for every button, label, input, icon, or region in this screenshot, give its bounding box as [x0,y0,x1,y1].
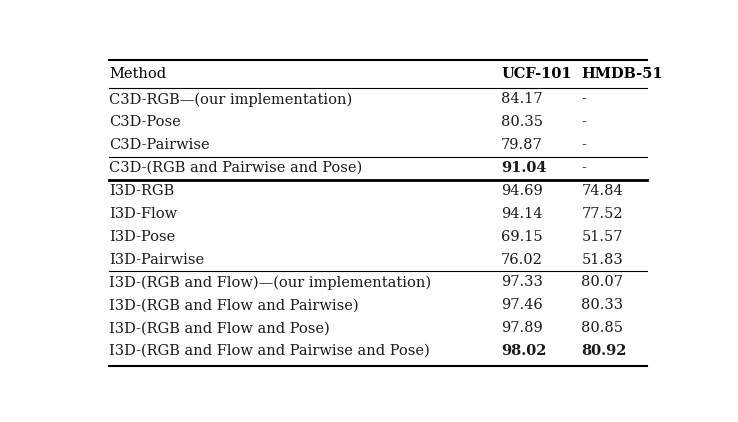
Text: 94.69: 94.69 [501,184,543,198]
Text: I3D-Pairwise: I3D-Pairwise [109,253,204,267]
Text: 80.92: 80.92 [582,344,627,358]
Text: 80.33: 80.33 [582,298,624,312]
Text: 51.83: 51.83 [582,253,623,267]
Text: 84.17: 84.17 [501,92,543,106]
Text: C3D-Pose: C3D-Pose [109,115,181,129]
Text: -: - [582,138,586,152]
Text: -: - [582,115,586,129]
Text: I3D-(RGB and Flow and Pairwise and Pose): I3D-(RGB and Flow and Pairwise and Pose) [109,344,430,358]
Text: I3D-(RGB and Flow and Pose): I3D-(RGB and Flow and Pose) [109,321,330,335]
Text: I3D-Flow: I3D-Flow [109,207,178,221]
Text: 80.85: 80.85 [582,321,624,335]
Text: 97.89: 97.89 [501,321,543,335]
Text: -: - [582,161,586,175]
Text: C3D-RGB—(our implementation): C3D-RGB—(our implementation) [109,92,353,107]
Text: 69.15: 69.15 [501,230,543,244]
Text: C3D-(RGB and Pairwise and Pose): C3D-(RGB and Pairwise and Pose) [109,161,362,175]
Text: 94.14: 94.14 [501,207,542,221]
Text: 76.02: 76.02 [501,253,543,267]
Text: I3D-RGB: I3D-RGB [109,184,175,198]
Text: 80.07: 80.07 [582,276,624,289]
Text: I3D-(RGB and Flow)—(our implementation): I3D-(RGB and Flow)—(our implementation) [109,275,432,289]
Text: UCF-101: UCF-101 [501,67,572,81]
Text: -: - [582,92,586,106]
Text: C3D-Pairwise: C3D-Pairwise [109,138,210,152]
Text: Method: Method [109,67,167,81]
Text: 51.57: 51.57 [582,230,623,244]
Text: 97.46: 97.46 [501,298,543,312]
Text: 79.87: 79.87 [501,138,543,152]
Text: 98.02: 98.02 [501,344,547,358]
Text: 80.35: 80.35 [501,115,543,129]
Text: I3D-Pose: I3D-Pose [109,230,176,244]
Text: HMDB-51: HMDB-51 [582,67,663,81]
Text: I3D-(RGB and Flow and Pairwise): I3D-(RGB and Flow and Pairwise) [109,298,359,312]
Text: 97.33: 97.33 [501,276,543,289]
Text: 74.84: 74.84 [582,184,623,198]
Text: 91.04: 91.04 [501,161,547,175]
Text: 77.52: 77.52 [582,207,623,221]
